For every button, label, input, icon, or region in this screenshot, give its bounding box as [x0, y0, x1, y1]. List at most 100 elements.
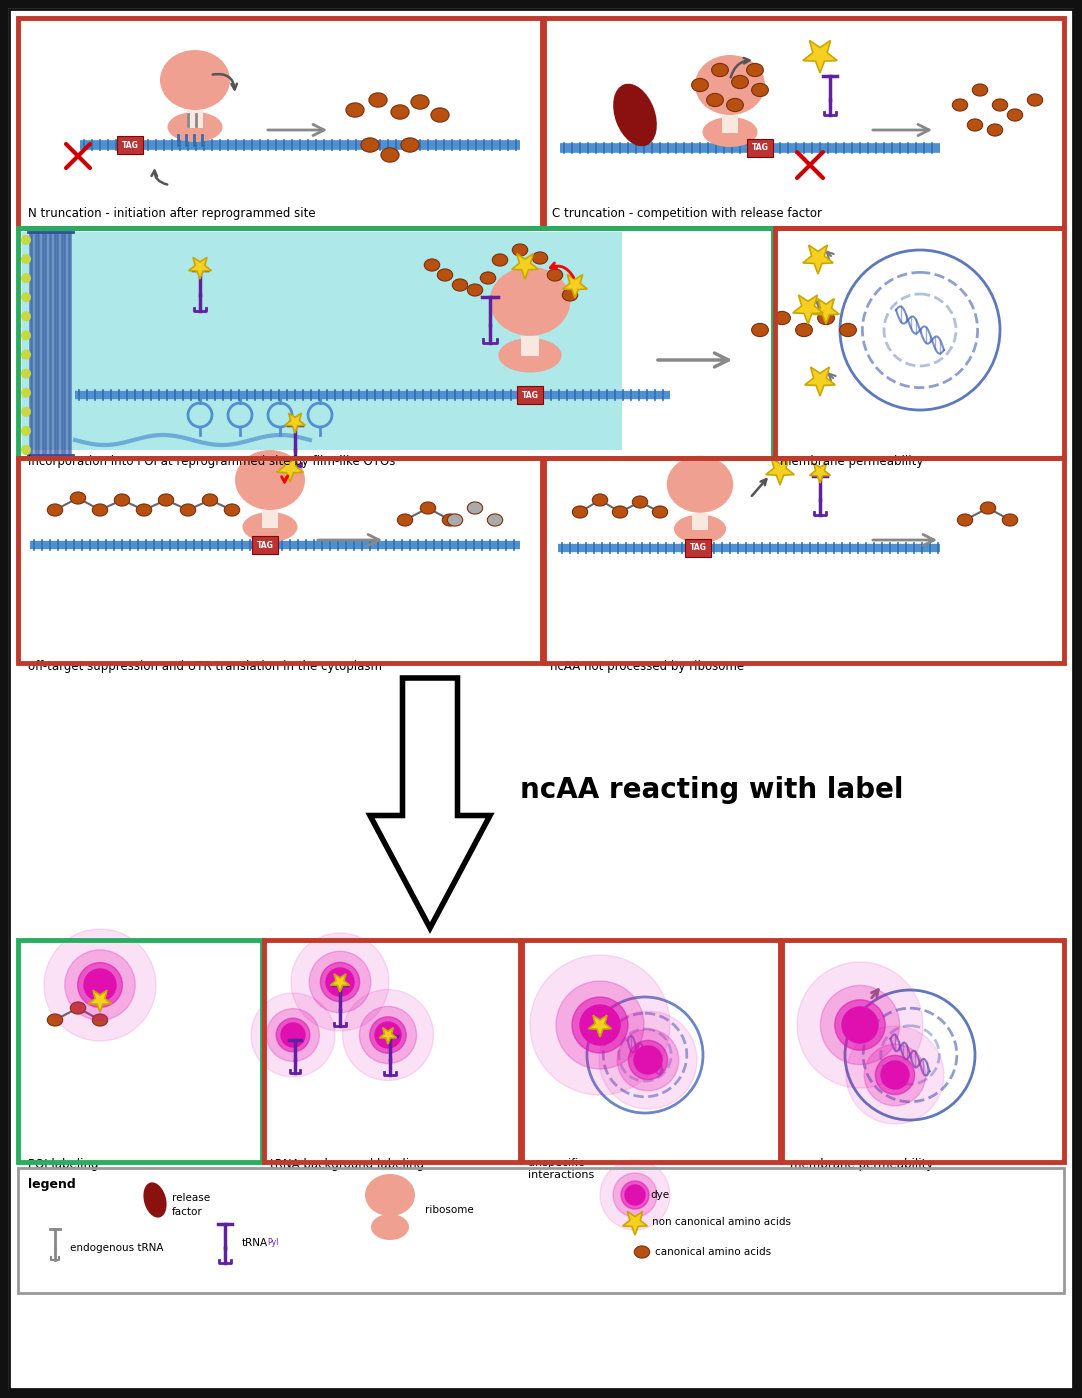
Circle shape	[21, 387, 31, 397]
Ellipse shape	[492, 254, 507, 266]
Ellipse shape	[952, 99, 967, 110]
Circle shape	[266, 1008, 319, 1061]
Ellipse shape	[612, 506, 628, 519]
Bar	[775, 228, 1064, 459]
Ellipse shape	[973, 84, 988, 96]
Ellipse shape	[532, 252, 547, 264]
Ellipse shape	[467, 284, 483, 296]
Circle shape	[65, 949, 135, 1021]
Circle shape	[309, 951, 371, 1012]
Ellipse shape	[242, 512, 298, 542]
Ellipse shape	[361, 138, 379, 152]
Ellipse shape	[391, 105, 409, 119]
Polygon shape	[766, 459, 794, 485]
Ellipse shape	[70, 1002, 85, 1014]
Ellipse shape	[168, 112, 223, 143]
Text: membrane permeability: membrane permeability	[790, 1158, 934, 1172]
Ellipse shape	[224, 503, 240, 516]
Circle shape	[21, 330, 31, 341]
Ellipse shape	[592, 493, 608, 506]
Circle shape	[359, 1007, 417, 1064]
Polygon shape	[277, 457, 303, 482]
Ellipse shape	[547, 268, 563, 281]
Ellipse shape	[987, 124, 1003, 136]
Circle shape	[572, 997, 628, 1053]
Circle shape	[881, 1061, 909, 1089]
Polygon shape	[370, 678, 490, 928]
Polygon shape	[813, 299, 840, 324]
Text: canonical amino acids: canonical amino acids	[655, 1247, 771, 1257]
Ellipse shape	[424, 259, 439, 271]
Text: membrane permeability: membrane permeability	[780, 454, 923, 468]
Bar	[747, 138, 773, 157]
Circle shape	[21, 445, 31, 454]
Ellipse shape	[691, 78, 709, 92]
Circle shape	[21, 312, 31, 322]
Polygon shape	[563, 274, 588, 298]
Ellipse shape	[420, 502, 436, 514]
Text: TAG: TAG	[522, 390, 539, 400]
Ellipse shape	[731, 75, 749, 88]
Text: endogenous tRNA: endogenous tRNA	[70, 1243, 163, 1253]
Ellipse shape	[443, 514, 458, 526]
Bar	[18, 18, 542, 228]
Circle shape	[835, 1000, 885, 1050]
Circle shape	[21, 369, 31, 379]
Circle shape	[276, 1018, 309, 1051]
Polygon shape	[512, 253, 539, 280]
Circle shape	[599, 1011, 697, 1109]
Text: tRNA: tRNA	[242, 1239, 268, 1248]
Ellipse shape	[487, 514, 503, 526]
Ellipse shape	[674, 514, 726, 544]
Polygon shape	[803, 41, 837, 73]
Ellipse shape	[158, 493, 174, 506]
Circle shape	[44, 930, 156, 1042]
Polygon shape	[793, 295, 823, 324]
Ellipse shape	[652, 506, 668, 519]
Ellipse shape	[70, 492, 85, 505]
Bar	[782, 939, 1064, 1162]
Text: tRNA background labeling: tRNA background labeling	[270, 1158, 424, 1172]
Text: POI labeling: POI labeling	[28, 1158, 98, 1172]
Circle shape	[797, 962, 923, 1088]
Text: TAG: TAG	[689, 544, 707, 552]
Circle shape	[370, 1016, 406, 1053]
Bar	[262, 510, 278, 528]
Text: TAG: TAG	[256, 541, 274, 549]
Ellipse shape	[747, 63, 764, 77]
Ellipse shape	[371, 1213, 409, 1240]
Circle shape	[281, 1023, 305, 1047]
Ellipse shape	[980, 502, 995, 514]
Ellipse shape	[480, 273, 496, 284]
Ellipse shape	[795, 323, 813, 337]
Circle shape	[21, 273, 31, 284]
Text: non canonical amino acids: non canonical amino acids	[652, 1218, 791, 1227]
Bar	[522, 939, 780, 1162]
Polygon shape	[285, 412, 305, 433]
Circle shape	[21, 254, 31, 264]
Ellipse shape	[48, 1014, 63, 1026]
Ellipse shape	[92, 503, 108, 516]
Ellipse shape	[346, 103, 365, 117]
Circle shape	[375, 1022, 401, 1048]
Circle shape	[842, 1007, 878, 1043]
Ellipse shape	[490, 267, 570, 336]
Circle shape	[617, 1029, 678, 1090]
Circle shape	[625, 1186, 645, 1205]
Ellipse shape	[992, 99, 1007, 110]
Text: TAG: TAG	[121, 141, 138, 150]
Circle shape	[78, 963, 122, 1008]
Text: dye: dye	[650, 1190, 669, 1199]
Polygon shape	[188, 257, 211, 280]
Circle shape	[530, 955, 670, 1095]
Text: factor: factor	[172, 1206, 202, 1218]
Ellipse shape	[202, 493, 217, 506]
Ellipse shape	[48, 503, 63, 516]
Ellipse shape	[365, 1174, 415, 1216]
Ellipse shape	[181, 503, 196, 516]
Circle shape	[251, 993, 335, 1076]
Text: TAG: TAG	[752, 144, 768, 152]
Circle shape	[21, 426, 31, 436]
Text: ribosome: ribosome	[425, 1205, 474, 1215]
Text: legend: legend	[28, 1179, 76, 1191]
